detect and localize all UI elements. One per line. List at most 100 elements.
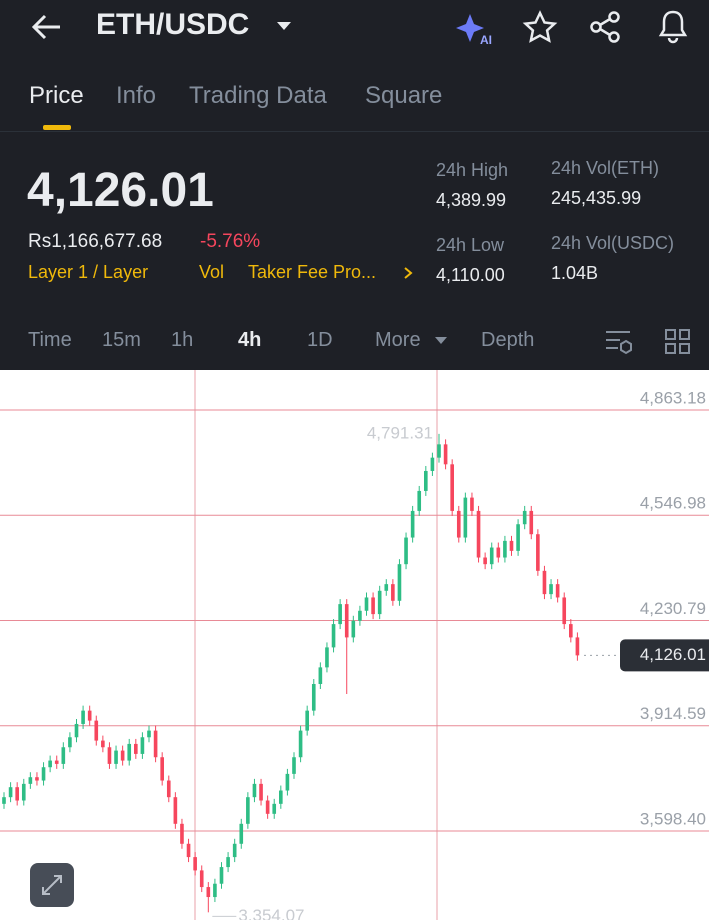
interval[interactable]: 1h bbox=[171, 329, 194, 351]
last-price-label: 4,126.01 bbox=[640, 645, 706, 664]
candle-body bbox=[450, 464, 454, 511]
ai-button[interactable]: AI bbox=[456, 8, 496, 48]
candle-body bbox=[575, 637, 580, 656]
candle-body bbox=[569, 624, 573, 638]
last-price-tag bbox=[620, 639, 709, 672]
candle-body bbox=[272, 803, 277, 814]
more-dropdown[interactable] bbox=[434, 336, 448, 346]
candle-body bbox=[213, 883, 217, 898]
stat-value: 1.04B bbox=[551, 263, 599, 283]
stat-label: 24h Low bbox=[436, 235, 505, 255]
interval[interactable]: Depth bbox=[481, 329, 535, 351]
candle-body bbox=[239, 823, 244, 844]
high-label: 4,791.31 bbox=[367, 423, 433, 442]
candle-body bbox=[529, 510, 534, 535]
candle-body bbox=[279, 790, 283, 804]
candle-body bbox=[536, 534, 540, 571]
tag[interactable]: Vol bbox=[199, 262, 225, 282]
tab[interactable]: Trading Data bbox=[189, 82, 327, 109]
candle-body bbox=[173, 797, 178, 824]
candle-body bbox=[160, 757, 164, 781]
candle-body bbox=[496, 547, 501, 558]
stat-label: 24h Vol(ETH) bbox=[551, 158, 660, 178]
candle-body bbox=[437, 444, 441, 458]
candle-body bbox=[516, 524, 520, 551]
low-label: 3,354.07 bbox=[238, 906, 304, 920]
y-tick-label: 3,598.40 bbox=[640, 809, 706, 828]
candle-body bbox=[68, 737, 72, 748]
candle-body bbox=[298, 730, 303, 758]
candle-body bbox=[325, 647, 329, 668]
interval[interactable]: Time bbox=[28, 329, 72, 351]
candle-body bbox=[265, 800, 270, 814]
fiat-price: Rs1,166,677.68 bbox=[28, 231, 163, 252]
candle-body bbox=[21, 783, 26, 801]
candle-body bbox=[476, 510, 481, 558]
candle-body bbox=[358, 610, 362, 621]
alert-button[interactable] bbox=[655, 8, 691, 44]
candle-body bbox=[384, 584, 389, 591]
candlestick-chart: 4,863.18 4,546.98 4,230.79 3,914.59 3,598.40… bbox=[0, 370, 709, 920]
fullscreen-button[interactable] bbox=[29, 862, 75, 908]
interval[interactable]: 4h bbox=[238, 329, 262, 351]
candle-body bbox=[81, 710, 85, 724]
tab[interactable]: Price bbox=[29, 82, 84, 109]
interval[interactable]: More bbox=[375, 329, 421, 351]
stat-value: 4,110.00 bbox=[436, 265, 505, 285]
candle-body bbox=[397, 564, 402, 601]
candle-body bbox=[180, 823, 184, 844]
back-button[interactable] bbox=[30, 12, 64, 42]
candle-body bbox=[522, 510, 527, 525]
interval[interactable]: 1D bbox=[307, 329, 333, 351]
interval[interactable]: 15m bbox=[102, 329, 141, 351]
tag[interactable]: Layer 1 / Layer bbox=[28, 262, 149, 282]
candle-body bbox=[48, 760, 52, 768]
candle-body bbox=[456, 510, 461, 538]
candle-body bbox=[259, 783, 263, 801]
candle-body bbox=[101, 740, 105, 748]
candle-body bbox=[54, 760, 59, 764]
candle-body bbox=[28, 777, 33, 784]
candle-body bbox=[193, 857, 197, 871]
pair-dropdown[interactable] bbox=[275, 20, 293, 32]
tab[interactable]: Info bbox=[116, 82, 157, 109]
favorite-button[interactable] bbox=[522, 10, 558, 44]
tag-arrow[interactable] bbox=[402, 266, 414, 280]
candle-body bbox=[292, 757, 296, 774]
candle-body bbox=[555, 584, 560, 598]
candle-body bbox=[463, 497, 468, 538]
pair-title[interactable]: ETH/USDC bbox=[96, 8, 250, 41]
candle-body bbox=[377, 590, 382, 615]
tag[interactable]: Taker Fee Pro... bbox=[248, 262, 377, 282]
candle-body bbox=[114, 750, 118, 764]
candle-body bbox=[549, 584, 553, 595]
candle-body bbox=[542, 570, 547, 595]
layout-button[interactable] bbox=[664, 328, 692, 356]
candle-body bbox=[509, 540, 514, 551]
stat-value: 4,389.99 bbox=[436, 190, 507, 210]
candle-body bbox=[246, 797, 250, 824]
stat-label: 24h High bbox=[436, 160, 509, 180]
candle-body bbox=[120, 750, 125, 761]
candle-body bbox=[252, 783, 257, 798]
divider bbox=[0, 131, 709, 132]
candle-body bbox=[424, 470, 428, 491]
candle-body bbox=[61, 747, 66, 764]
candle-body bbox=[232, 843, 237, 858]
candle-body bbox=[87, 710, 92, 721]
candle-body bbox=[15, 787, 19, 801]
candle-body bbox=[219, 867, 224, 884]
indicator-button[interactable] bbox=[604, 328, 634, 356]
candle-body bbox=[489, 547, 494, 565]
candle-body bbox=[8, 787, 13, 798]
candle-body bbox=[338, 604, 342, 625]
candle-body bbox=[483, 557, 487, 565]
share-button[interactable] bbox=[588, 10, 624, 44]
candle-body bbox=[285, 773, 290, 791]
candle-body bbox=[206, 887, 211, 898]
tab[interactable]: Square bbox=[365, 82, 443, 109]
candle-body bbox=[94, 720, 99, 741]
y-tick-label: 4,863.18 bbox=[640, 388, 706, 407]
candle-body bbox=[318, 667, 323, 685]
candle-body bbox=[311, 684, 316, 711]
